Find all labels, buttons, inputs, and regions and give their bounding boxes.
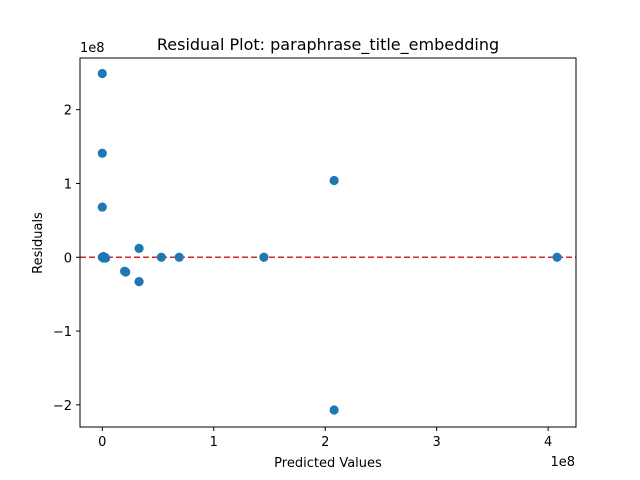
y-tick-label: 1: [64, 177, 72, 192]
data-point-0: [97, 68, 107, 79]
data-point-1: [97, 148, 107, 158]
data-point-14: [259, 252, 269, 262]
chart-title: Residual Plot: paraphrase_title_embeddin…: [157, 35, 499, 55]
data-point-10: [134, 243, 144, 254]
x-tick-label: 0: [98, 435, 106, 450]
data-point-11: [134, 277, 144, 287]
y-offset-text: 1e8: [80, 41, 105, 56]
data-point-15: [329, 175, 339, 186]
x-axis-label: Predicted Values: [274, 456, 382, 471]
y-tick-label: −1: [53, 325, 72, 340]
points-layer: [97, 68, 562, 415]
data-point-7: [98, 253, 109, 263]
data-point-2: [97, 202, 107, 212]
plot-frame: [79, 57, 577, 428]
x-tick-label: 4: [544, 435, 552, 450]
data-point-13: [174, 252, 184, 262]
x-offset-text: 1e8: [550, 455, 575, 470]
x-tick-label: 3: [433, 435, 441, 450]
x-tick-label: 2: [321, 435, 329, 450]
y-tick-label: 2: [64, 104, 72, 119]
y-axis-label: Residuals: [31, 212, 46, 274]
data-point-16: [329, 405, 339, 415]
data-point-17: [552, 252, 562, 262]
data-point-12: [156, 252, 166, 262]
ticks-layer: 0 1 2 3 4 −2 −1 0 1 2: [53, 104, 552, 450]
y-tick-label: 0: [64, 251, 72, 266]
y-tick-label: −2: [53, 399, 72, 414]
data-point-9: [121, 267, 131, 277]
x-tick-label: 1: [210, 435, 218, 450]
